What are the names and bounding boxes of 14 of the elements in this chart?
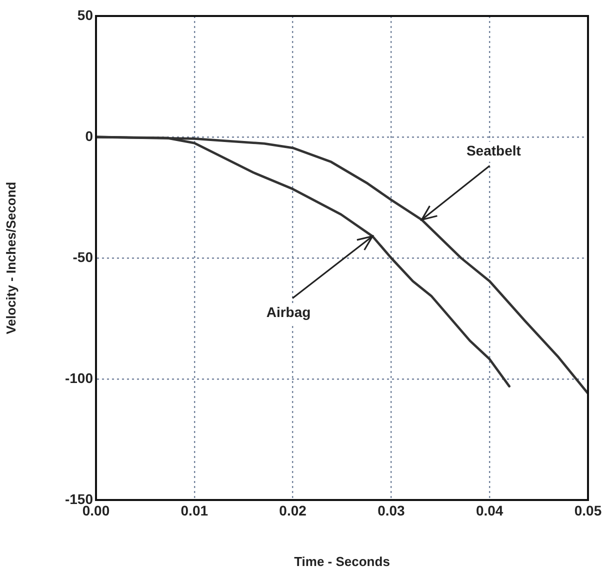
y-axis-title: Velocity - Inches/Second: [3, 182, 18, 334]
x-axis-title: Time - Seconds: [294, 554, 390, 569]
y-tick-label: -50: [72, 248, 94, 265]
x-tick-label: 0.04: [476, 502, 504, 518]
y-tick-label: -150: [64, 490, 94, 507]
x-tick-label: 0.05: [574, 502, 602, 518]
y-tick-label: 50: [77, 6, 94, 23]
annotation: Airbag: [266, 304, 311, 320]
x-tick-label: 0.01: [180, 502, 208, 518]
y-tick-label: -100: [64, 370, 94, 386]
x-tick-label: 0.03: [378, 502, 406, 518]
x-tick-label: 0.02: [279, 502, 307, 518]
annotation: Seatbelt: [466, 142, 522, 159]
y-tick-label: 0: [85, 128, 94, 144]
